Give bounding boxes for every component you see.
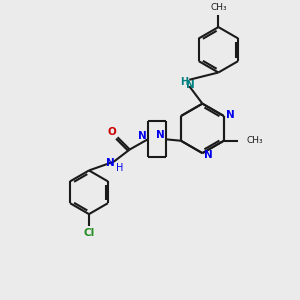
Text: H: H	[116, 163, 123, 173]
Text: CH₃: CH₃	[210, 3, 227, 12]
Text: N: N	[185, 80, 194, 90]
Text: H: H	[180, 77, 188, 87]
Text: N: N	[156, 130, 165, 140]
Text: N: N	[106, 158, 115, 168]
Text: N: N	[226, 110, 235, 120]
Text: O: O	[108, 127, 117, 137]
Text: CH₃: CH₃	[247, 136, 263, 145]
Text: N: N	[204, 150, 213, 160]
Text: Cl: Cl	[83, 228, 94, 238]
Text: N: N	[138, 131, 147, 141]
